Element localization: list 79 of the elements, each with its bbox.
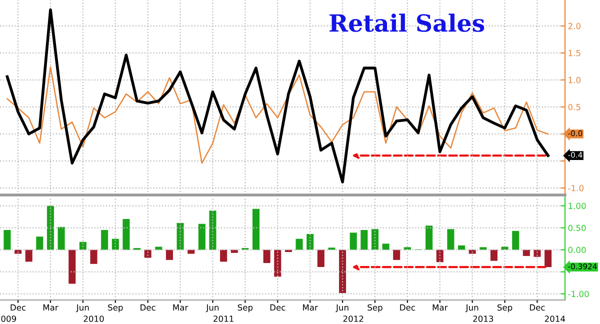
x-tick-label: Dec bbox=[140, 304, 156, 311]
bar bbox=[4, 230, 11, 250]
bar bbox=[122, 219, 130, 250]
y-tick-label: 0.00 bbox=[568, 246, 586, 254]
bar bbox=[274, 250, 282, 277]
bar bbox=[101, 230, 108, 250]
bar bbox=[393, 250, 400, 260]
bar bbox=[220, 250, 228, 262]
x2-tick-label: 009 bbox=[1, 316, 16, 322]
x-tick-label: Dec bbox=[530, 304, 545, 311]
bar bbox=[25, 250, 32, 262]
bar bbox=[458, 245, 466, 250]
x-tick-label: Mar bbox=[432, 304, 448, 311]
y-tick-label: -1.0 bbox=[568, 184, 584, 192]
x-tick-label: Jun bbox=[206, 304, 219, 312]
line-series bbox=[6, 66, 549, 164]
bar bbox=[296, 238, 303, 250]
x-tick-label: Jun bbox=[336, 304, 348, 312]
bar bbox=[468, 250, 476, 254]
bar bbox=[198, 224, 206, 250]
bar bbox=[534, 250, 541, 257]
bar bbox=[490, 250, 498, 261]
bar bbox=[36, 236, 44, 250]
bar bbox=[306, 234, 314, 250]
y-tick-label: 0.50 bbox=[568, 224, 586, 232]
bar bbox=[426, 226, 433, 250]
bar bbox=[155, 246, 162, 250]
x-tick-label: Jun bbox=[465, 304, 478, 312]
bar bbox=[252, 208, 260, 250]
bar bbox=[58, 226, 65, 250]
x-tick-label: Jun bbox=[76, 304, 89, 312]
y-tick-label: 1.00 bbox=[568, 202, 586, 210]
bar bbox=[79, 242, 86, 250]
bar bbox=[14, 250, 22, 254]
x2-tick-label: 2011 bbox=[214, 316, 234, 322]
x-tick-label: Sep bbox=[497, 304, 512, 312]
bar bbox=[544, 250, 552, 268]
x-tick-label: Mar bbox=[43, 304, 58, 311]
line-series bbox=[6, 8, 550, 184]
x2-tick-label: 2012 bbox=[343, 316, 364, 322]
bar bbox=[263, 250, 270, 264]
bar bbox=[166, 250, 173, 260]
bar bbox=[112, 238, 119, 250]
x-tick-label: Dec bbox=[400, 304, 415, 311]
chart-title: Retail Sales bbox=[330, 14, 484, 32]
bar bbox=[339, 250, 346, 293]
x-tick-label: Dec bbox=[270, 304, 286, 311]
bar bbox=[317, 250, 324, 267]
bar bbox=[512, 230, 520, 250]
y-tick-label: 0.5 bbox=[568, 104, 580, 110]
bar bbox=[382, 244, 390, 250]
x-tick-label: Sep bbox=[238, 304, 253, 312]
bar bbox=[68, 250, 76, 284]
bar bbox=[46, 206, 54, 250]
bar bbox=[230, 250, 238, 253]
bar bbox=[90, 250, 98, 264]
bar bbox=[188, 250, 195, 254]
x-tick-label: Dec bbox=[10, 304, 26, 311]
bar bbox=[501, 246, 508, 250]
x-tick-label: Mar bbox=[303, 304, 318, 311]
bar bbox=[522, 250, 530, 256]
bar bbox=[360, 230, 368, 250]
bar bbox=[176, 222, 184, 250]
x2-tick-label: 2013 bbox=[473, 316, 494, 322]
bar bbox=[447, 229, 454, 250]
bar bbox=[371, 229, 378, 250]
bar bbox=[480, 247, 487, 250]
x-tick-label: Mar bbox=[173, 304, 188, 311]
x-tick-label: Sep bbox=[368, 304, 382, 312]
bar bbox=[209, 210, 216, 250]
bar bbox=[350, 232, 357, 250]
x2-tick-label: 2010 bbox=[84, 316, 104, 322]
y-tick-label: -1.00 bbox=[568, 290, 589, 298]
x2-tick-label: 2014 bbox=[544, 316, 566, 322]
y-tick-label: 1.5 bbox=[568, 50, 580, 56]
y-tick-label: 1.0 bbox=[568, 76, 580, 84]
y-tick-label: 2.0 bbox=[568, 22, 580, 30]
bar bbox=[404, 247, 411, 250]
x-tick-label: Sep bbox=[108, 304, 123, 312]
